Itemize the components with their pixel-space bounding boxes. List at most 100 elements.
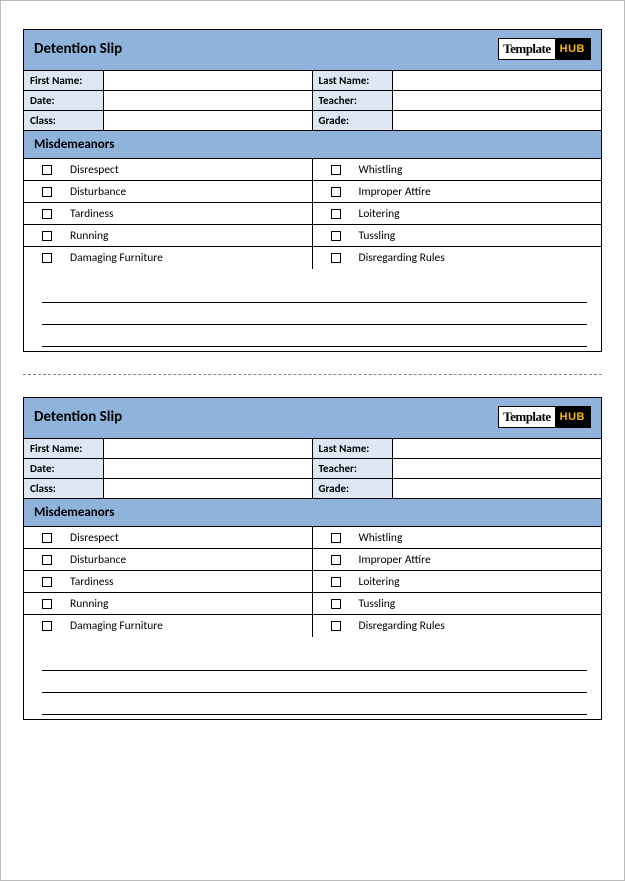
field-value[interactable]	[104, 71, 313, 91]
misdemeanor-item: Whistling	[313, 159, 602, 181]
misdemeanor-item: Disregarding Rules	[313, 615, 602, 637]
field-value[interactable]	[393, 71, 602, 91]
misdemeanor-label: Tussling	[359, 229, 396, 243]
field-label: Teacher:	[313, 91, 393, 111]
misdemeanor-label: Improper Attire	[359, 185, 431, 199]
misdemeanor-item: Disturbance	[24, 181, 313, 203]
checkbox-icon[interactable]	[42, 555, 52, 565]
misdemeanors-header: Misdemeanors	[24, 131, 601, 159]
misdemeanor-item: Running	[24, 225, 313, 247]
field-label: Last Name:	[313, 71, 393, 91]
field-value[interactable]	[104, 91, 313, 111]
checkbox-icon[interactable]	[331, 231, 341, 241]
checkbox-icon[interactable]	[42, 533, 52, 543]
field-value[interactable]	[393, 91, 602, 111]
misdemeanor-label: Running	[70, 597, 108, 611]
info-fields: First Name:Last Name:Date:Teacher:Class:…	[24, 438, 601, 499]
misdemeanor-label: Tardiness	[70, 207, 114, 221]
misdemeanor-label: Running	[70, 229, 108, 243]
field-value[interactable]	[393, 459, 602, 479]
field-label: Teacher:	[313, 459, 393, 479]
checkbox-icon[interactable]	[42, 599, 52, 609]
misdemeanor-label: Improper Attire	[359, 553, 431, 567]
misdemeanor-item: Disrespect	[24, 527, 313, 549]
field-value[interactable]	[104, 479, 313, 499]
blank-line[interactable]	[42, 671, 587, 693]
template-hub-logo: TemplateHUB	[498, 38, 591, 60]
misdemeanor-item: Loitering	[313, 203, 602, 225]
field-label: Class:	[24, 479, 104, 499]
blank-line[interactable]	[42, 693, 587, 715]
misdemeanor-item: Disturbance	[24, 549, 313, 571]
field-label: First Name:	[24, 71, 104, 91]
checkbox-icon[interactable]	[331, 533, 341, 543]
checkbox-icon[interactable]	[42, 165, 52, 175]
checkbox-icon[interactable]	[42, 209, 52, 219]
checkbox-icon[interactable]	[331, 621, 341, 631]
misdemeanor-item: Tussling	[313, 593, 602, 615]
template-hub-logo: TemplateHUB	[498, 406, 591, 428]
field-label: First Name:	[24, 439, 104, 459]
checkbox-icon[interactable]	[42, 187, 52, 197]
field-value[interactable]	[104, 111, 313, 131]
misdemeanor-label: Disrespect	[70, 163, 119, 177]
field-label: Date:	[24, 459, 104, 479]
field-value[interactable]	[393, 111, 602, 131]
checkbox-icon[interactable]	[331, 599, 341, 609]
misdemeanor-label: Disregarding Rules	[359, 251, 445, 265]
cut-line	[23, 374, 602, 375]
blank-line[interactable]	[42, 649, 587, 671]
misdemeanor-label: Whistling	[359, 531, 403, 545]
field-label: Class:	[24, 111, 104, 131]
misdemeanor-item: Whistling	[313, 527, 602, 549]
slip-header: Detention SlipTemplateHUB	[24, 30, 601, 70]
field-label: Grade:	[313, 479, 393, 499]
misdemeanor-label: Damaging Furniture	[70, 251, 163, 265]
checkbox-icon[interactable]	[331, 555, 341, 565]
misdemeanor-item: Tardiness	[24, 571, 313, 593]
misdemeanor-label: Damaging Furniture	[70, 619, 163, 633]
misdemeanor-item: Disrespect	[24, 159, 313, 181]
checkbox-icon[interactable]	[331, 165, 341, 175]
field-label: Grade:	[313, 111, 393, 131]
misdemeanors-header: Misdemeanors	[24, 499, 601, 527]
checkbox-icon[interactable]	[42, 621, 52, 631]
notes-area	[24, 269, 601, 351]
checkbox-icon[interactable]	[42, 253, 52, 263]
logo-right-text: HUB	[555, 39, 590, 59]
logo-right-text: HUB	[555, 407, 590, 427]
field-value[interactable]	[104, 459, 313, 479]
field-label: Date:	[24, 91, 104, 111]
logo-left-text: Template	[499, 409, 555, 425]
checkbox-icon[interactable]	[42, 231, 52, 241]
misdemeanors-grid: Disrespect Whistling Disturbance Improper A…	[24, 159, 601, 269]
blank-line[interactable]	[42, 303, 587, 325]
field-value[interactable]	[104, 439, 313, 459]
misdemeanor-label: Disturbance	[70, 185, 126, 199]
misdemeanor-item: Improper Attire	[313, 181, 602, 203]
checkbox-icon[interactable]	[331, 253, 341, 263]
misdemeanor-item: Damaging Furniture	[24, 247, 313, 269]
misdemeanor-item: Tussling	[313, 225, 602, 247]
misdemeanor-item: Damaging Furniture	[24, 615, 313, 637]
misdemeanor-item: Improper Attire	[313, 549, 602, 571]
detention-slip: Detention SlipTemplateHUBFirst Name: Last…	[23, 29, 602, 352]
misdemeanor-label: Tussling	[359, 597, 396, 611]
blank-line[interactable]	[42, 281, 587, 303]
misdemeanor-item: Tardiness	[24, 203, 313, 225]
checkbox-icon[interactable]	[331, 209, 341, 219]
checkbox-icon[interactable]	[331, 187, 341, 197]
misdemeanor-label: Disregarding Rules	[359, 619, 445, 633]
misdemeanor-item: Disregarding Rules	[313, 247, 602, 269]
misdemeanors-grid: Disrespect Whistling Disturbance Improper A…	[24, 527, 601, 637]
notes-area	[24, 637, 601, 719]
misdemeanor-label: Disturbance	[70, 553, 126, 567]
field-value[interactable]	[393, 439, 602, 459]
misdemeanor-label: Whistling	[359, 163, 403, 177]
misdemeanor-label: Loitering	[359, 207, 400, 221]
checkbox-icon[interactable]	[331, 577, 341, 587]
checkbox-icon[interactable]	[42, 577, 52, 587]
field-value[interactable]	[393, 479, 602, 499]
slip-title: Detention Slip	[34, 408, 122, 426]
blank-line[interactable]	[42, 325, 587, 347]
